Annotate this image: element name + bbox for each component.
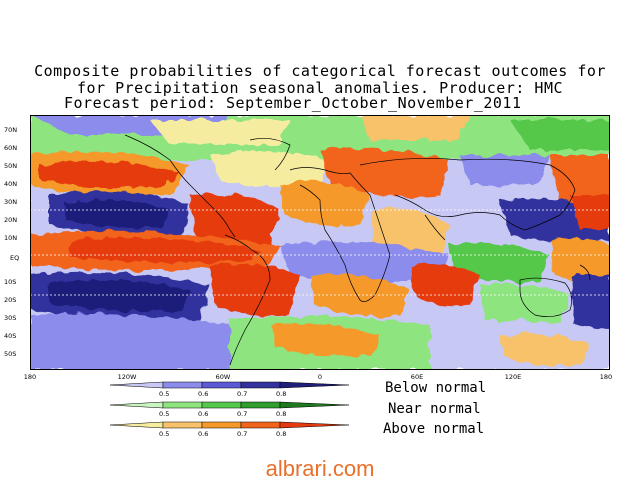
legend-tick-label: 0.6 — [198, 390, 208, 398]
legend-swatch — [110, 401, 164, 409]
probability-legend: 0.5 0.6 0.7 0.8 0.5 0.6 0.7 0.8 0.5 0.6 0.7 0.8 — [110, 381, 350, 438]
legend-swatch — [110, 381, 164, 389]
lon-label: 60W — [215, 373, 231, 381]
lat-label: 10N — [4, 234, 18, 242]
legend-tick-label: 0.6 — [198, 430, 208, 438]
legend-label-below: Below normal — [385, 380, 487, 396]
legend-swatch — [201, 421, 242, 429]
lon-label: 180 — [23, 373, 37, 381]
lon-label: 180 — [599, 373, 613, 381]
legend-tick-label: 0.8 — [276, 390, 286, 398]
lon-label: 120W — [117, 373, 137, 381]
lat-label: 50N — [4, 162, 18, 170]
title-line-3: Forecast period: September_October_Novem… — [64, 94, 522, 112]
lat-label: 50S — [4, 350, 17, 358]
lat-label: 40N — [4, 180, 18, 188]
legend-swatch — [240, 401, 281, 409]
title-line-2: for Precipitation seasonal anomalies. Pr… — [76, 79, 564, 97]
lat-label: 20S — [4, 296, 17, 304]
precipitation-anomaly-map — [30, 115, 610, 370]
legend-label-above: Above normal — [383, 421, 485, 437]
title-line-1: Composite probabilities of categorical f… — [34, 62, 606, 80]
legend-swatch — [162, 381, 203, 389]
legend-tick-label: 0.5 — [159, 430, 169, 438]
legend-swatch — [279, 381, 350, 389]
legend-tick-label: 0.7 — [237, 410, 247, 418]
lat-label: 40S — [4, 332, 17, 340]
legend-tick-label: 0.5 — [159, 410, 169, 418]
legend-tick-label: 0.5 — [159, 390, 169, 398]
legend-swatch — [279, 421, 350, 429]
legend-swatch — [110, 421, 164, 429]
legend-swatch — [240, 381, 281, 389]
legend-tick-label: 0.7 — [237, 430, 247, 438]
legend-tick-label: 0.8 — [276, 430, 286, 438]
legend-label-near: Near normal — [388, 401, 481, 417]
watermark: albrari.com — [265, 456, 375, 481]
legend-swatch — [240, 421, 281, 429]
legend-swatch — [162, 401, 203, 409]
lon-label: 0 — [317, 373, 323, 381]
legend-tick-label: 0.7 — [237, 390, 247, 398]
lat-label: 70N — [4, 126, 18, 134]
legend-tick-label: 0.6 — [198, 410, 208, 418]
legend-swatch — [201, 381, 242, 389]
legend-swatch — [279, 401, 350, 409]
lat-label: 60N — [4, 144, 18, 152]
lat-label: EQ — [10, 254, 20, 262]
lon-label: 60E — [410, 373, 424, 381]
lat-label: 10S — [4, 278, 17, 286]
legend-swatch — [162, 421, 203, 429]
lat-label: 30N — [4, 198, 18, 206]
legend-swatch — [201, 401, 242, 409]
lat-label: 30S — [4, 314, 17, 322]
lat-label: 20N — [4, 216, 18, 224]
lon-label: 120E — [504, 373, 522, 381]
legend-tick-label: 0.8 — [276, 410, 286, 418]
